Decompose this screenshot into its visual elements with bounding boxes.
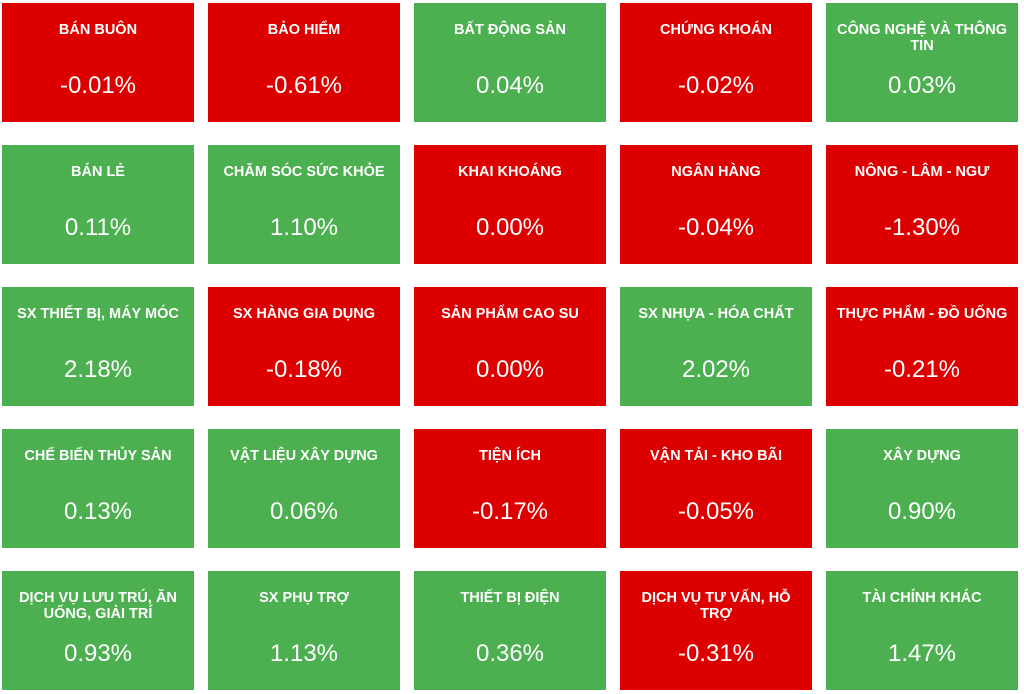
- sector-name: DỊCH VỤ LƯU TRÚ, ĂN UỐNG, GIẢI TRÍ: [19, 590, 177, 622]
- sector-name: CHẾ BIẾN THỦY SẢN: [24, 448, 172, 464]
- sector-change: 0.11%: [64, 214, 132, 241]
- sector-name: BÁN BUÔN: [58, 22, 138, 38]
- sector-name: NGÂN HÀNG: [671, 164, 761, 180]
- sector-change: -0.17%: [471, 498, 549, 525]
- sector-change: -1.30%: [883, 214, 961, 241]
- sector-tile[interactable]: TÀI CHÍNH KHÁC 1.47%: [826, 571, 1018, 690]
- sector-name: THIẾT BỊ ĐIỆN: [460, 590, 560, 606]
- sector-change: 1.47%: [887, 640, 957, 667]
- sector-change: 0.06%: [269, 498, 339, 525]
- sector-tile[interactable]: CHỨNG KHOÁN -0.02%: [620, 3, 812, 122]
- sector-tile[interactable]: TIỆN ÍCH -0.17%: [414, 429, 606, 548]
- sector-change: 0.04%: [475, 72, 545, 99]
- sector-change: -0.02%: [677, 72, 755, 99]
- sector-tile[interactable]: THIẾT BỊ ĐIỆN 0.36%: [414, 571, 606, 690]
- sector-tile[interactable]: SẢN PHẨM CAO SU 0.00%: [414, 287, 606, 406]
- sector-tile[interactable]: NGÂN HÀNG -0.04%: [620, 145, 812, 264]
- sector-name: KHAI KHOÁNG: [458, 164, 562, 180]
- sector-change: -0.04%: [677, 214, 755, 241]
- sector-tile[interactable]: BẢO HIỂM -0.61%: [208, 3, 400, 122]
- sector-tile[interactable]: SX THIẾT BỊ, MÁY MÓC 2.18%: [2, 287, 194, 406]
- sector-name: TÀI CHÍNH KHÁC: [862, 590, 982, 606]
- sector-change: 0.13%: [63, 498, 133, 525]
- sector-tile[interactable]: DỊCH VỤ TƯ VẤN, HỖ TRỢ -0.31%: [620, 571, 812, 690]
- sector-change: -0.61%: [265, 72, 343, 99]
- sector-change: 0.00%: [475, 356, 545, 383]
- sector-name: VẬN TẢI - KHO BÃI: [649, 448, 783, 464]
- sector-tile[interactable]: CHẾ BIẾN THỦY SẢN 0.13%: [2, 429, 194, 548]
- sector-name: CHỨNG KHOÁN: [660, 22, 772, 38]
- sector-change: -0.31%: [677, 640, 755, 667]
- sector-tile[interactable]: XÂY DỰNG 0.90%: [826, 429, 1018, 548]
- sector-change: 0.36%: [475, 640, 545, 667]
- sector-name: BÁN LẺ: [71, 164, 125, 180]
- sector-change: 0.90%: [887, 498, 957, 525]
- sector-name: NÔNG - LÂM - NGƯ: [854, 164, 990, 180]
- sector-tile[interactable]: NÔNG - LÂM - NGƯ -1.30%: [826, 145, 1018, 264]
- sector-tile[interactable]: BÁN BUÔN -0.01%: [2, 3, 194, 122]
- sector-tile[interactable]: CHĂM SÓC SỨC KHỎE 1.10%: [208, 145, 400, 264]
- sector-name: BẢO HIỂM: [267, 22, 341, 38]
- sector-tile[interactable]: SX PHỤ TRỢ 1.13%: [208, 571, 400, 690]
- sector-name: SẢN PHẨM CAO SU: [441, 306, 579, 322]
- sector-change: 0.93%: [63, 640, 133, 667]
- sector-change: -0.01%: [59, 72, 137, 99]
- sector-tile[interactable]: BÁN LẺ 0.11%: [2, 145, 194, 264]
- sector-change: 1.13%: [269, 640, 339, 667]
- sector-change: 2.02%: [681, 356, 751, 383]
- sector-tile[interactable]: THỰC PHẨM - ĐỒ UỐNG -0.21%: [826, 287, 1018, 406]
- sector-change: -0.05%: [677, 498, 755, 525]
- sector-name: CÔNG NGHỆ VÀ THÔNG TIN: [837, 22, 1007, 54]
- sector-name: VẬT LIỆU XÂY DỰNG: [230, 448, 378, 464]
- sector-change: 0.00%: [475, 214, 545, 241]
- sector-tile[interactable]: SX NHỰA - HÓA CHẤT 2.02%: [620, 287, 812, 406]
- sector-name: DỊCH VỤ TƯ VẤN, HỖ TRỢ: [641, 590, 791, 622]
- sector-change: 0.03%: [887, 72, 957, 99]
- sector-name: TIỆN ÍCH: [478, 448, 542, 464]
- sector-name: THỰC PHẨM - ĐỒ UỐNG: [836, 306, 1008, 322]
- sector-tile[interactable]: VẬT LIỆU XÂY DỰNG 0.06%: [208, 429, 400, 548]
- sector-tile[interactable]: SX HÀNG GIA DỤNG -0.18%: [208, 287, 400, 406]
- sector-tile[interactable]: CÔNG NGHỆ VÀ THÔNG TIN 0.03%: [826, 3, 1018, 122]
- sector-change: -0.21%: [883, 356, 961, 383]
- sector-name: XÂY DỰNG: [883, 448, 961, 464]
- sector-change: 1.10%: [269, 214, 339, 241]
- sector-tile[interactable]: VẬN TẢI - KHO BÃI -0.05%: [620, 429, 812, 548]
- sector-name: SX HÀNG GIA DỤNG: [232, 306, 376, 322]
- sector-name: CHĂM SÓC SỨC KHỎE: [223, 164, 385, 180]
- sector-tile[interactable]: KHAI KHOÁNG 0.00%: [414, 145, 606, 264]
- sector-change: 2.18%: [63, 356, 133, 383]
- sector-name: SX PHỤ TRỢ: [259, 590, 349, 606]
- sector-change: -0.18%: [265, 356, 343, 383]
- sector-name: BẤT ĐỘNG SẢN: [454, 22, 566, 38]
- sector-tile[interactable]: DỊCH VỤ LƯU TRÚ, ĂN UỐNG, GIẢI TRÍ 0.93%: [2, 571, 194, 690]
- sector-name: SX NHỰA - HÓA CHẤT: [638, 306, 794, 322]
- sector-tile[interactable]: BẤT ĐỘNG SẢN 0.04%: [414, 3, 606, 122]
- sector-name: SX THIẾT BỊ, MÁY MÓC: [17, 306, 179, 322]
